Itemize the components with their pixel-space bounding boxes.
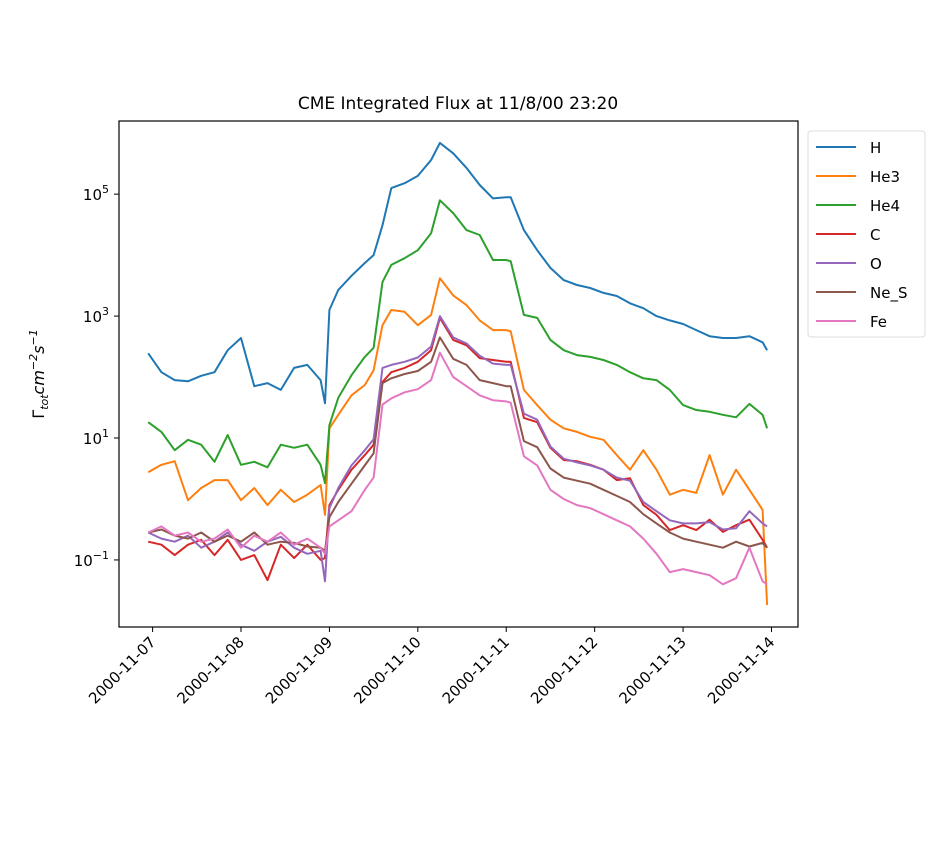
legend-label-ne_s: Ne_S bbox=[870, 284, 907, 303]
y-tick-exp: −1 bbox=[93, 549, 109, 562]
y-tick-base: 10 bbox=[83, 430, 102, 448]
chart-title: CME Integrated Flux at 11/8/00 23:20 bbox=[298, 94, 618, 114]
legend: H He3 He4 CO Ne_S Fe bbox=[807, 130, 926, 338]
legend-label-he3: He3 bbox=[870, 168, 900, 186]
x-tick-label: 2000-11-09 bbox=[262, 633, 336, 707]
legend-box bbox=[807, 130, 926, 338]
legend-label-c: C bbox=[870, 226, 880, 244]
y-axis-label: Γtotcm−2s−1 bbox=[27, 329, 51, 418]
x-tick-label: 2000-11-13 bbox=[616, 633, 690, 707]
y-tick-exp: 1 bbox=[102, 427, 109, 440]
series-line-c bbox=[147, 316, 768, 582]
series-line-he4 bbox=[147, 199, 769, 485]
plot-frame bbox=[118, 120, 799, 628]
legend-label-fe: Fe bbox=[870, 313, 887, 331]
y-tick-exp: 3 bbox=[102, 305, 109, 318]
legend-label-h: H bbox=[870, 139, 881, 157]
y-tick-base: 10 bbox=[74, 552, 93, 570]
series-line-fe bbox=[147, 351, 768, 586]
y-tick-exp: 5 bbox=[102, 183, 109, 196]
y-tick-label: 103 bbox=[83, 305, 109, 326]
series-line-h bbox=[147, 141, 768, 405]
series-line-o bbox=[147, 315, 768, 583]
series-line-he3 bbox=[147, 277, 769, 606]
y-tick-label: 10−1 bbox=[74, 549, 109, 570]
y-tick-label: 101 bbox=[83, 427, 109, 448]
y-label-sub: tot bbox=[38, 394, 51, 410]
x-tick-label: 2000-11-10 bbox=[350, 633, 424, 707]
y-tick-label: 105 bbox=[83, 183, 109, 204]
legend-label-o: O bbox=[870, 255, 882, 273]
y-label-unit1: cm bbox=[29, 370, 48, 394]
y-tick-base: 10 bbox=[83, 308, 102, 326]
x-tick-label: 2000-11-07 bbox=[85, 633, 159, 707]
series-line-ne_s bbox=[147, 336, 768, 552]
legend-label-he4: He4 bbox=[870, 197, 900, 215]
x-tick-label: 2000-11-11 bbox=[439, 633, 513, 707]
y-label-exp1: −2 bbox=[27, 354, 40, 370]
y-label-exp2: −1 bbox=[27, 329, 40, 345]
x-tick-label: 2000-11-14 bbox=[704, 633, 778, 707]
y-label-symbol: Γ bbox=[29, 410, 48, 419]
y-tick-base: 10 bbox=[83, 186, 102, 204]
x-tick-label: 2000-11-08 bbox=[173, 633, 247, 707]
x-tick-label: 2000-11-12 bbox=[527, 633, 601, 707]
y-label-unit2: s bbox=[29, 345, 48, 353]
x-axis: 2000-11-07 2000-11-08 2000-11-09 2000-11-10… bbox=[85, 627, 778, 707]
series-lines bbox=[147, 141, 769, 606]
